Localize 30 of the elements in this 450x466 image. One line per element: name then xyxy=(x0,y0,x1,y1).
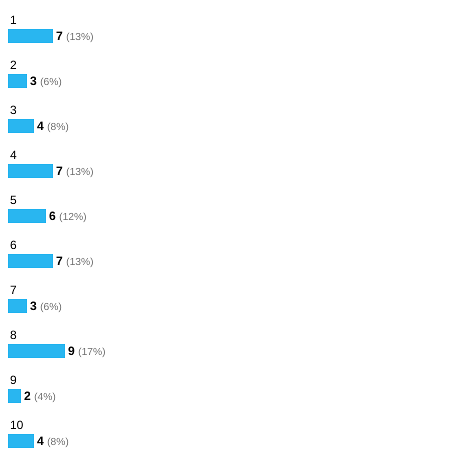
data-label: 2 (4%) xyxy=(24,389,56,404)
bar xyxy=(8,209,46,223)
data-label: 3 (6%) xyxy=(30,74,62,88)
data-label: 4 (8%) xyxy=(37,119,69,134)
y-tick-label: 1 xyxy=(10,13,17,27)
data-label: 6 (12%) xyxy=(49,209,86,224)
y-tick-label: 5 xyxy=(10,193,17,207)
bar xyxy=(8,299,27,313)
y-tick-label: 6 xyxy=(10,238,17,252)
bar xyxy=(8,344,65,358)
data-label: 4 (8%) xyxy=(37,434,69,448)
y-tick-label: 7 xyxy=(10,283,17,297)
data-label: 3 (6%) xyxy=(30,299,62,314)
bar xyxy=(8,164,53,178)
bar xyxy=(8,254,53,268)
y-tick-label: 9 xyxy=(10,373,17,387)
data-label: 7 (13%) xyxy=(56,164,94,178)
y-tick-label: 3 xyxy=(10,103,17,117)
data-label: 7 (13%) xyxy=(56,29,94,44)
bar xyxy=(8,29,53,43)
y-tick-label: 10 xyxy=(10,418,24,432)
data-label: 9 (17%) xyxy=(68,344,106,358)
data-label: 7 (13%) xyxy=(56,254,94,268)
bar xyxy=(8,119,34,133)
y-tick-label: 8 xyxy=(10,328,17,342)
bar xyxy=(8,434,34,448)
bar xyxy=(8,74,27,88)
y-tick-label: 4 xyxy=(10,148,17,162)
y-tick-label: 2 xyxy=(10,58,17,72)
bar xyxy=(8,389,21,403)
